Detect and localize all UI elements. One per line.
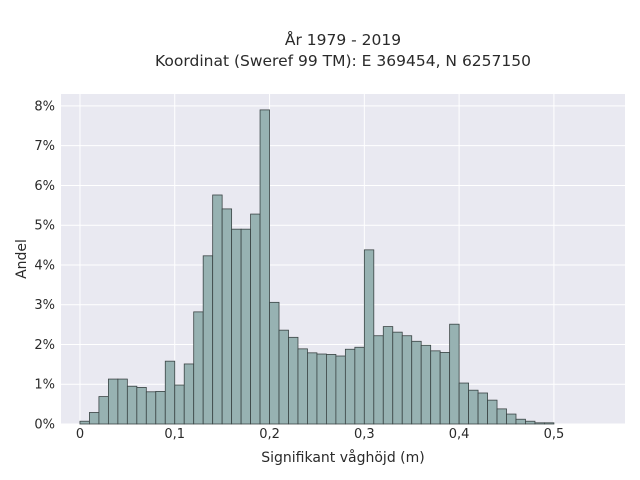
histogram-bar: [373, 335, 384, 425]
y-tick-label: 1%: [34, 378, 55, 393]
histogram-bar: [363, 249, 375, 425]
histogram-bar: [420, 344, 432, 425]
histogram-bar: [155, 390, 166, 425]
histogram-bar: [145, 391, 157, 425]
histogram-bar: [288, 336, 299, 425]
histogram-bar: [468, 389, 479, 425]
histogram-bar: [382, 326, 394, 425]
histogram-bar: [193, 311, 204, 425]
y-tick-label: 3%: [34, 298, 55, 313]
chart-title-line-1: År 1979 - 2019: [285, 30, 401, 49]
histogram-bar: [164, 360, 176, 425]
x-tick-label: 0,1: [164, 427, 185, 442]
histogram-bar: [534, 422, 545, 425]
histogram-bar: [496, 408, 507, 425]
histogram-bar: [136, 387, 147, 425]
y-tick-label: 6%: [34, 179, 55, 194]
histogram-bar: [449, 323, 460, 425]
histogram-bar: [269, 301, 280, 425]
y-tick-label: 2%: [34, 338, 55, 353]
x-tick-label: 0,5: [544, 427, 565, 442]
y-tick-label: 5%: [34, 219, 55, 234]
histogram-bar: [297, 348, 308, 425]
x-tick-label: 0,3: [354, 427, 375, 442]
histogram-bar: [107, 378, 119, 425]
histogram-bar: [98, 396, 109, 425]
histogram-bar: [79, 420, 90, 425]
histogram-bar: [117, 378, 128, 425]
histogram-bar: [458, 382, 469, 425]
histogram-bar: [487, 399, 498, 425]
histogram-bar: [250, 213, 261, 425]
y-tick-label: 0%: [34, 418, 55, 433]
histogram-bar: [477, 392, 488, 425]
histogram-bar: [430, 350, 441, 425]
y-axis-ticks: 0% 1% 2% 3% 4% 5% 6% 7% 8%: [34, 99, 55, 432]
histogram-bar: [316, 353, 327, 425]
histogram-bar: [126, 385, 138, 425]
histogram-bar: [525, 420, 536, 425]
histogram-bar: [439, 352, 451, 425]
histogram-bar: [231, 228, 242, 425]
histogram-bar: [515, 418, 526, 425]
histogram-bar: [212, 194, 223, 425]
histogram-bar: [183, 363, 195, 425]
x-tick-label: 0,4: [449, 427, 470, 442]
histogram-bar: [221, 208, 233, 425]
histogram-bar: [259, 109, 270, 425]
histogram-bar: [335, 355, 346, 425]
histogram-bar: [278, 329, 289, 425]
y-axis-label: Andel: [14, 239, 30, 279]
histogram-bar: [326, 354, 337, 425]
histogram-bar: [401, 335, 413, 425]
histogram-bar: [544, 422, 555, 425]
histogram-bar: [344, 348, 356, 425]
histogram-bar: [392, 331, 403, 425]
x-tick-label: 0,2: [259, 427, 280, 442]
chart-title-line-2: Koordinat (Sweref 99 TM): E 369454, N 62…: [155, 52, 531, 70]
x-tick-label: 0: [76, 427, 84, 442]
histogram-bar: [506, 413, 517, 425]
histogram-bar: [354, 346, 365, 425]
x-axis-ticks: 0 0,1 0,2 0,3 0,4 0,5: [76, 427, 564, 442]
histogram-bar: [202, 255, 214, 425]
y-tick-label: 7%: [34, 139, 55, 154]
histogram-bar: [240, 228, 251, 425]
y-tick-label: 8%: [34, 99, 55, 114]
bars: [79, 109, 555, 425]
histogram-bar: [307, 352, 318, 425]
histogram-bar: [89, 412, 100, 425]
y-tick-label: 4%: [34, 258, 55, 273]
histogram-bar: [411, 340, 422, 425]
histogram-bar: [174, 384, 185, 425]
x-axis-label: Signifikant våghöjd (m): [261, 449, 424, 466]
